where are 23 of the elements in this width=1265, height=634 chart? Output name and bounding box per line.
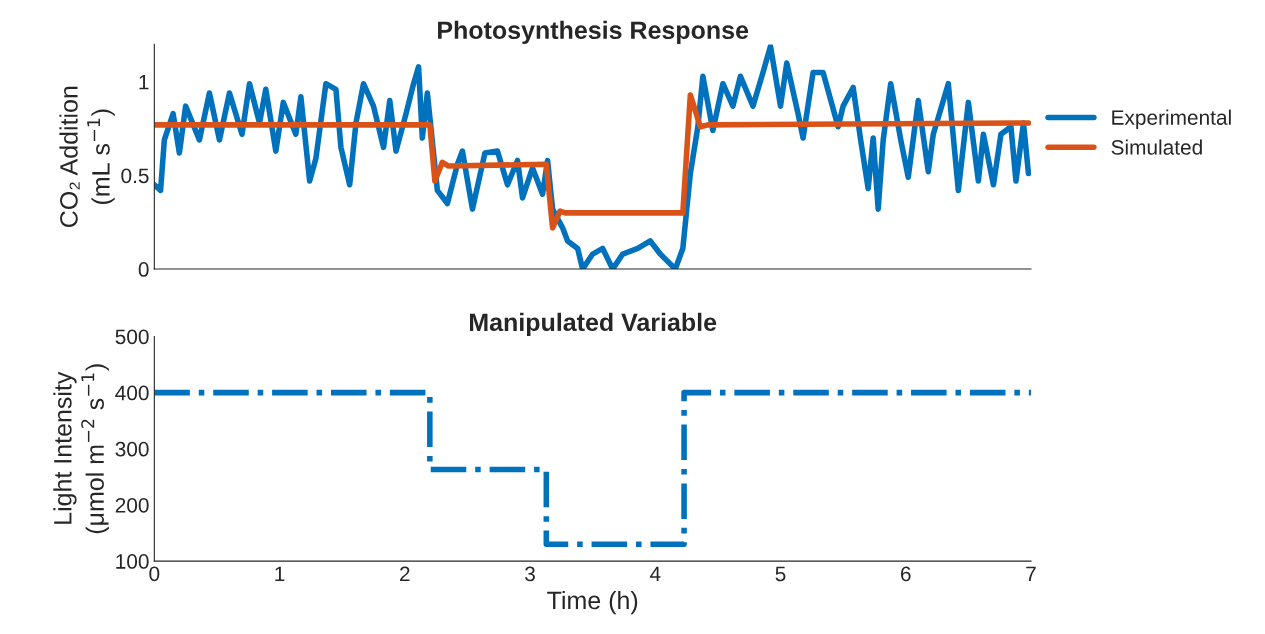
x-tick-label: 2 <box>400 566 410 582</box>
x-tick-label: 1 <box>275 566 285 582</box>
x-tick-label: 0 <box>149 566 160 582</box>
y-tick-label: 400 <box>115 385 149 401</box>
chart-title: Photosynthesis Response <box>438 20 749 45</box>
legend-label: Simulated <box>1111 139 1202 155</box>
y-tick-label: 100 <box>116 554 149 569</box>
y-axis-title: CO₂ Addition (mL s$^{−1}$) <box>59 86 115 227</box>
x-axis-title: Time (h) <box>547 590 638 615</box>
x-tick-label: 4 <box>649 566 661 582</box>
y-tick-label: 200 <box>115 497 149 513</box>
x-tick-label: 7 <box>1026 566 1036 582</box>
y-tick-label: 0.5 <box>121 168 149 184</box>
y-tick-label: 500 <box>115 329 149 345</box>
y-axis-title: Light Intensity (μmol m$^{−2}$ s$^{−1}$) <box>53 364 109 534</box>
legend-label: Experimental <box>1112 109 1231 130</box>
y-tick-label: 1 <box>139 75 149 90</box>
y-tick-label: 0 <box>138 262 149 277</box>
x-tick-label: 5 <box>775 566 786 582</box>
y-tick-label: 300 <box>115 441 149 457</box>
x-tick-label: 6 <box>901 566 911 582</box>
x-tick-label: 3 <box>525 566 535 582</box>
chart-title: Manipulated Variable <box>469 312 717 337</box>
